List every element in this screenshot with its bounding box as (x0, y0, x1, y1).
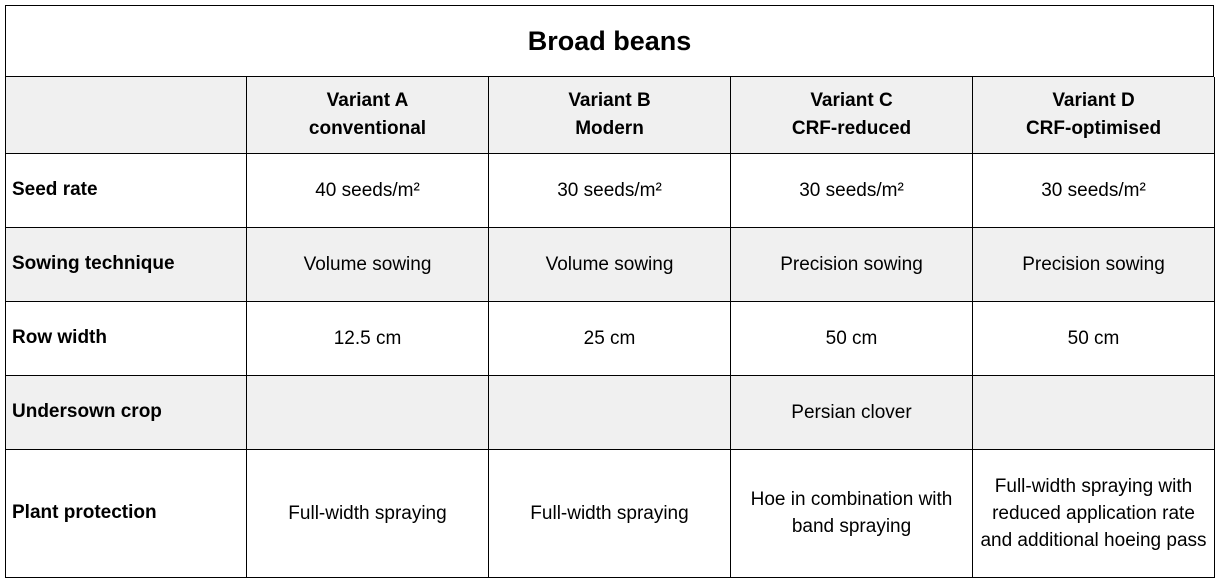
column-header-line2: CRF-reduced (791, 117, 912, 139)
row-label: Undersown crop (5, 374, 247, 450)
table-cell: Volume sowing (488, 226, 731, 302)
comparison-table: Variant A conventional Variant B Modern … (5, 77, 1215, 578)
row-label: Plant protection (5, 448, 247, 578)
row-label: Row width (5, 300, 247, 376)
table-cell: 40 seeds/m² (246, 152, 489, 228)
table-cell: 50 cm (972, 300, 1215, 376)
table-title: Broad beans (5, 5, 1214, 77)
table-cell: Full-width spraying (246, 448, 489, 578)
column-header-line1: Variant A (326, 89, 409, 111)
table-cell: 50 cm (730, 300, 973, 376)
table-row-undersown-crop: Undersown crop Persian clover (5, 374, 1215, 450)
column-header-variant-a: Variant A conventional (246, 77, 489, 154)
table-cell: Persian clover (730, 374, 973, 450)
column-header-line2: Modern (575, 117, 644, 139)
table-cell: Precision sowing (730, 226, 973, 302)
column-header-line2: conventional (308, 117, 427, 139)
table-cell: Precision sowing (972, 226, 1215, 302)
column-header-line2: CRF-optimised (1025, 117, 1162, 139)
header-row: Variant A conventional Variant B Modern … (5, 77, 1215, 154)
table-cell: 30 seeds/m² (972, 152, 1215, 228)
table-cell: 12.5 cm (246, 300, 489, 376)
column-header-variant-d: Variant D CRF-optimised (972, 77, 1215, 154)
column-header-line1: Variant B (568, 89, 651, 111)
table-cell (488, 374, 731, 450)
column-header-line1: Variant C (810, 89, 893, 111)
table-cell: Full-width spraying (488, 448, 731, 578)
table-cell: Volume sowing (246, 226, 489, 302)
column-header-line1: Variant D (1052, 89, 1135, 111)
table-cell: 30 seeds/m² (730, 152, 973, 228)
row-label: Seed rate (5, 152, 247, 228)
row-label: Sowing technique (5, 226, 247, 302)
header-corner-cell (5, 77, 247, 154)
table-cell (246, 374, 489, 450)
table-row-seed-rate: Seed rate 40 seeds/m² 30 seeds/m² 30 see… (5, 152, 1215, 228)
table-row-plant-protection: Plant protection Full-width spraying Ful… (5, 448, 1215, 578)
table-cell: Full-width spraying with reduced applica… (972, 448, 1215, 578)
table-row-row-width: Row width 12.5 cm 25 cm 50 cm 50 cm (5, 300, 1215, 376)
table-cell: 25 cm (488, 300, 731, 376)
table-cell (972, 374, 1215, 450)
column-header-variant-b: Variant B Modern (488, 77, 731, 154)
column-header-variant-c: Variant C CRF-reduced (730, 77, 973, 154)
table-cell: 30 seeds/m² (488, 152, 731, 228)
table-cell: Hoe in combination with band spraying (730, 448, 973, 578)
table-row-sowing-technique: Sowing technique Volume sowing Volume so… (5, 226, 1215, 302)
